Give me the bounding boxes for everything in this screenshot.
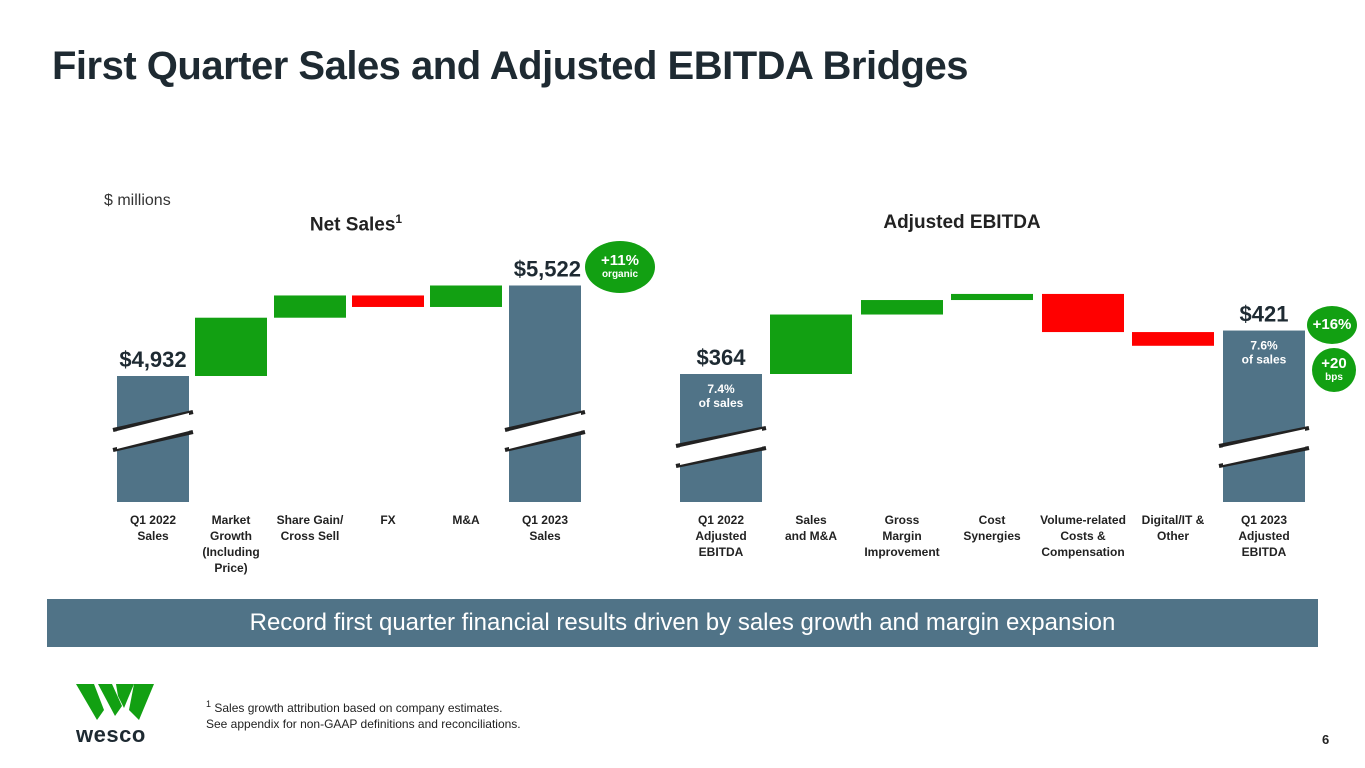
category-label: Cost Synergies bbox=[963, 513, 1021, 543]
footnote: 1 Sales growth attribution based on comp… bbox=[206, 699, 521, 731]
total-value-label: $421 bbox=[1240, 302, 1289, 327]
bar-increase bbox=[951, 293, 1033, 301]
bar-decrease bbox=[352, 295, 424, 307]
margin-note-label: of sales bbox=[699, 396, 744, 410]
axis-break-gap bbox=[509, 413, 581, 449]
net-sales-chart-title: Net Sales1 bbox=[309, 212, 403, 236]
category-label: Q1 2023 Adjusted EBITDA bbox=[1238, 513, 1290, 559]
category-label: Volume-related Costs & Compensation bbox=[1040, 513, 1126, 559]
bar-increase bbox=[195, 317, 267, 376]
summary-banner: Record first quarter financial results d… bbox=[47, 599, 1318, 647]
axis-break-line bbox=[675, 446, 767, 468]
margin-note-label: of sales bbox=[1242, 353, 1287, 367]
category-label: Share Gain/Cross Sell bbox=[276, 513, 344, 543]
margin-note-label: 7.4% bbox=[707, 382, 735, 396]
category-label: Sales and M&A bbox=[785, 513, 837, 543]
margin-note-label: 7.6% bbox=[1250, 339, 1278, 353]
organic-growth-badge: +11% organic bbox=[585, 241, 655, 293]
bar-decrease bbox=[1132, 332, 1214, 346]
bar-total bbox=[1223, 330, 1305, 502]
category-label: Digital/IT & Other bbox=[1141, 513, 1205, 543]
total-value-label: $4,932 bbox=[119, 347, 186, 372]
logo-wordmark: wesco bbox=[76, 722, 146, 747]
category-label: Q1 2022 Sales bbox=[129, 513, 177, 543]
ebitda-chart-title: Adjusted EBITDA bbox=[883, 212, 1041, 233]
axis-break-line bbox=[675, 426, 767, 448]
axis-break-line bbox=[504, 410, 586, 432]
page-title: First Quarter Sales and Adjusted EBITDA … bbox=[52, 44, 968, 88]
margin-bps-badge: +20 bps bbox=[1312, 348, 1356, 392]
total-value-label: $5,522 bbox=[514, 256, 581, 281]
category-label: Gross Margin Improvement bbox=[864, 513, 940, 559]
category-label: Market Growth (Including Price) bbox=[202, 513, 260, 575]
bar-increase bbox=[430, 285, 502, 307]
bar-decrease bbox=[1042, 293, 1124, 333]
units-label: $ millions bbox=[104, 192, 171, 209]
bar-total bbox=[509, 285, 581, 502]
bar-increase bbox=[861, 300, 943, 315]
axis-break-line bbox=[112, 410, 194, 432]
category-label: Q1 2022 Adjusted EBITDA bbox=[695, 513, 747, 559]
axis-break-line bbox=[1218, 426, 1310, 448]
category-label: M&A bbox=[452, 513, 480, 527]
axis-break-gap bbox=[117, 413, 189, 449]
ebitda-growth-badge: +16% bbox=[1307, 306, 1357, 344]
axis-break-line bbox=[1218, 446, 1310, 468]
page-number: 6 bbox=[1322, 732, 1330, 747]
category-label: FX bbox=[380, 513, 396, 527]
bar-increase bbox=[274, 295, 346, 318]
category-label: Q1 2023 Sales bbox=[521, 513, 569, 543]
bar-increase bbox=[770, 314, 852, 374]
axis-break-gap bbox=[1223, 429, 1305, 465]
total-value-label: $364 bbox=[697, 345, 747, 370]
axis-break-line bbox=[112, 430, 194, 452]
axis-break-gap bbox=[680, 429, 762, 465]
wesco-logo-icon bbox=[76, 684, 154, 720]
axis-break-line bbox=[504, 430, 586, 452]
